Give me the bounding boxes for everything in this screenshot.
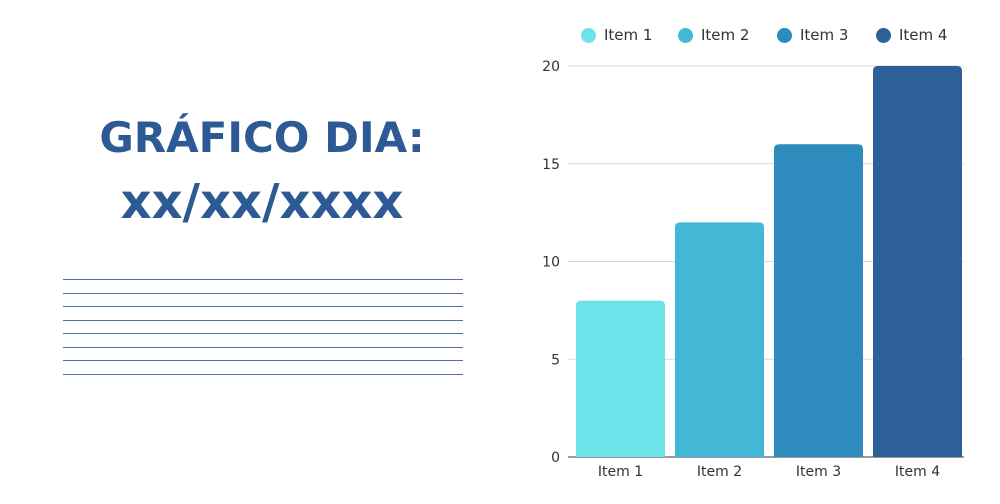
legend-swatch <box>876 27 891 43</box>
legend-label: Item 4 <box>899 26 948 44</box>
legend-item: Item 2 <box>678 26 749 44</box>
bar-chart: Item 1 Item 2 Item 3 Item 4 0 5 10 15 20 Item 1 I… <box>500 0 1000 500</box>
legend-swatch <box>581 27 596 43</box>
chart-svg: 0 5 10 15 20 Item 1 Item 2 Item 3 Item 4 <box>542 59 964 480</box>
bar-3 <box>774 144 863 457</box>
legend-item: Item 1 <box>581 26 652 44</box>
divider <box>63 333 463 334</box>
bar-4 <box>873 66 962 457</box>
legend-label: Item 3 <box>800 26 849 44</box>
divider <box>63 293 463 294</box>
page-title: GRÁFICO DIA: <box>99 113 425 162</box>
legend-label: Item 2 <box>701 26 750 44</box>
x-tick-label: Item 2 <box>697 464 742 480</box>
legend-label: Item 1 <box>604 26 653 44</box>
divider <box>63 360 463 361</box>
date-placeholder: xx/xx/xxxx <box>120 174 404 230</box>
legend-swatch <box>777 27 792 43</box>
decorative-lines <box>63 279 463 379</box>
bar-1 <box>576 300 665 457</box>
divider <box>63 347 463 348</box>
legend-item: Item 3 <box>777 26 848 44</box>
title-block: GRÁFICO DIA: xx/xx/xxxx <box>62 110 462 234</box>
divider <box>63 306 463 307</box>
y-tick-label: 0 <box>551 450 560 466</box>
divider <box>63 374 463 375</box>
x-tick-label: Item 3 <box>796 464 841 480</box>
y-tick-label: 5 <box>551 352 560 368</box>
y-tick-label: 10 <box>542 255 560 271</box>
y-tick-label: 15 <box>542 157 560 173</box>
divider <box>63 279 463 280</box>
divider <box>63 320 463 321</box>
x-tick-label: Item 4 <box>895 464 940 480</box>
bar-2 <box>675 222 764 457</box>
x-tick-label: Item 1 <box>598 464 643 480</box>
legend-swatch <box>678 27 693 43</box>
legend-item: Item 4 <box>876 26 947 44</box>
y-tick-label: 20 <box>542 59 560 75</box>
